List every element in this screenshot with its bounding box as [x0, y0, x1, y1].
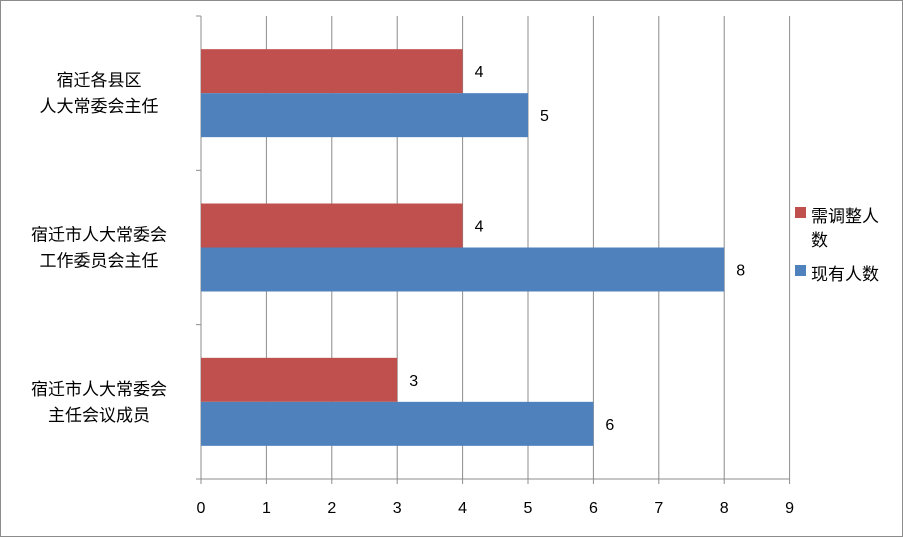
- category-label: 宿迁市人大常委会: [31, 380, 167, 400]
- x-tick-label: 6: [589, 500, 598, 517]
- legend-label: 数: [811, 231, 828, 251]
- x-tick-label: 4: [458, 500, 467, 517]
- category-label: 工作委员会主任: [40, 252, 159, 272]
- category-label: 主任会议成员: [48, 406, 150, 426]
- x-tick-label: 7: [654, 500, 663, 517]
- x-tick-label: 1: [262, 500, 271, 517]
- x-tick-label: 3: [393, 500, 402, 517]
- legend-swatch-1: [795, 265, 806, 276]
- bar-current: [201, 247, 725, 292]
- bar-adjust: [201, 49, 463, 94]
- x-tick-label: 9: [785, 500, 794, 517]
- x-tick-label: 0: [197, 500, 206, 517]
- bar-adjust: [201, 357, 398, 402]
- data-label: 8: [736, 263, 745, 280]
- bar-current: [201, 93, 528, 138]
- data-label: 4: [475, 64, 484, 81]
- x-tick-label: 8: [720, 500, 729, 517]
- x-tick-label: 5: [524, 500, 533, 517]
- data-label: 3: [409, 373, 418, 390]
- category-label: 宿迁各县区: [57, 71, 142, 91]
- legend-label: 需调整人: [811, 207, 879, 227]
- legend-swatch-0: [795, 207, 806, 218]
- bar-current: [201, 401, 594, 446]
- data-label: 5: [540, 108, 549, 125]
- category-label: 人大常委会主任: [40, 97, 159, 117]
- x-tick-label: 2: [327, 500, 336, 517]
- data-label: 6: [605, 417, 614, 434]
- legend-label: 现有人数: [811, 265, 879, 285]
- bar-adjust: [201, 203, 463, 248]
- data-label: 4: [475, 219, 484, 236]
- category-label: 宿迁市人大常委会: [31, 226, 167, 246]
